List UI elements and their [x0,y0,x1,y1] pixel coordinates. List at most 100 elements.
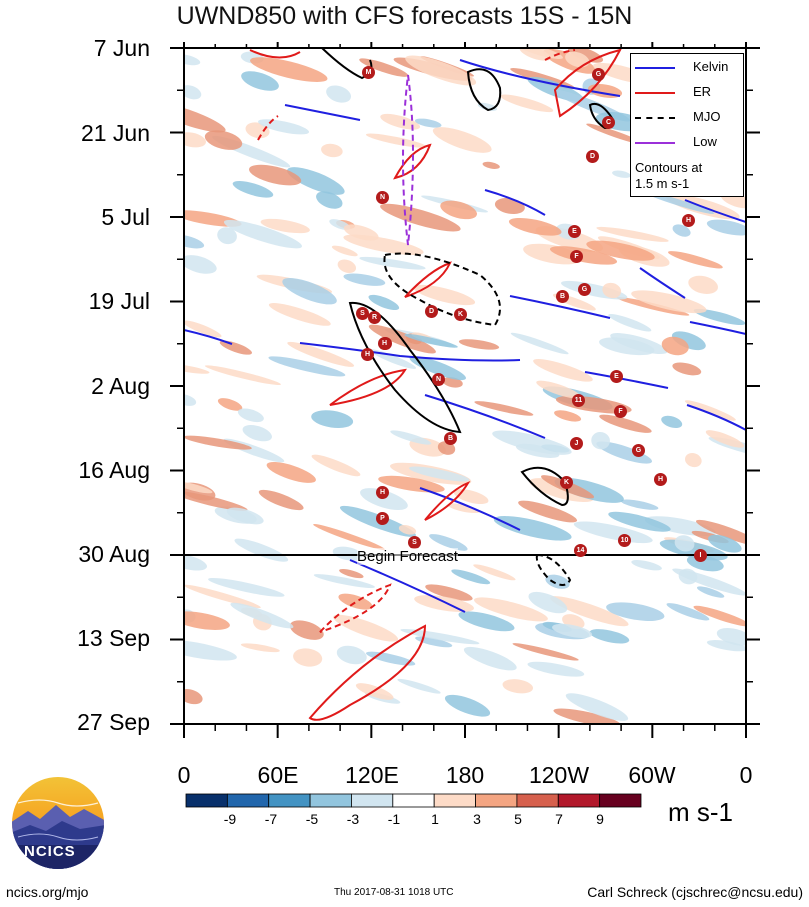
anomaly-patch [514,48,563,59]
contour-line [424,481,471,521]
anomaly-patch [332,546,363,561]
anomaly-patch [343,224,379,241]
anomaly-patch [282,277,337,305]
contour-line [249,49,301,59]
anomaly-patch [545,574,570,589]
storm-marker: H [378,337,391,350]
contour-line [349,559,466,613]
y-tick-label: 27 Sep [77,709,150,735]
y-tick-label: 13 Sep [77,625,150,651]
contour-line [402,74,414,246]
anomaly-patch [380,203,461,232]
anomaly-patch [409,356,466,381]
anomaly-patch [510,332,569,355]
x-tick-label: 120W [528,762,590,788]
anomaly-patch [337,259,357,274]
anomaly-patch [234,538,289,562]
anomaly-patch [705,430,745,448]
anomaly-patch [245,122,270,139]
colorbar-swatch [351,793,394,808]
x-tick-label: 60E [257,762,299,788]
legend-swatch [635,92,675,94]
anomaly-patch [223,438,285,463]
anomaly-patch [596,226,669,242]
storm-marker: D [586,150,599,163]
storm-marker: D [425,305,438,318]
anomaly-patch [429,534,468,551]
colorbar-swatch [392,793,435,808]
anomaly-patch [554,410,582,422]
anomaly-patch [409,466,470,482]
anomaly-patch [293,648,323,667]
colorbar-swatch [433,793,476,808]
anomaly-patch [447,503,480,514]
anomaly-patch [550,596,629,627]
anomaly-patch [716,628,746,646]
storm-marker: H [682,214,695,227]
anomaly-patch [706,219,746,236]
anomaly-patch [696,586,725,598]
anomaly-patch [313,574,375,589]
contour-line [689,321,746,335]
anomaly-patch [268,356,346,377]
y-tick-label: 30 Aug [78,541,150,567]
anomaly-patch [404,334,458,348]
storm-marker: G [578,283,591,296]
anomaly-patch [184,320,222,338]
legend-note: Contours at 1.5 m s-1 [635,160,702,192]
anomaly-patch [518,500,578,523]
anomaly-patch [440,200,477,220]
anomaly-patch [289,620,324,640]
anomaly-patch [365,133,427,148]
footer-url[interactable]: ncics.org/mjo [6,884,89,900]
contour-line [639,267,686,299]
anomaly-patch [268,303,331,326]
anomaly-patch [444,694,491,717]
y-tick-label: 7 Jun [93,35,150,61]
y-tick-label: 5 Jul [101,204,150,230]
contour-line [393,143,432,180]
anomaly-patch [249,164,302,186]
anomaly-patch [708,534,742,553]
anomaly-patch [668,251,723,269]
anomaly-patch [405,55,477,86]
anomaly-patch [591,431,610,450]
storm-marker: B [556,290,569,303]
anomaly-patch [458,339,500,350]
anomaly-patch [678,568,698,585]
anomaly-patch [333,614,399,642]
storm-marker: G [592,68,605,81]
anomaly-patch [217,398,243,411]
anomaly-patch [706,640,746,652]
anomaly-patch [527,661,585,677]
anomaly-patch [184,689,203,705]
anomaly-patch [688,275,718,294]
contour-line [520,466,569,507]
storm-marker: H [654,473,667,486]
anomaly-patch [266,461,316,483]
colorbar-label: 3 [473,811,481,827]
y-tick-label: 21 Jun [80,120,150,146]
anomaly-patch [237,408,264,423]
colorbar-swatch [309,793,352,808]
storm-marker: 10 [618,534,631,547]
colorbar-swatch [268,793,311,808]
anomaly-patch [606,602,665,621]
anomaly-patch [316,191,343,209]
anomaly-patch [184,611,230,630]
anomaly-patch [380,113,421,130]
anomaly-patch [616,297,690,316]
contour-line [284,104,361,121]
x-tick-label: 120E [345,762,399,788]
contour-line [484,189,546,216]
anomaly-patch [240,643,280,653]
anomaly-patch [684,400,736,421]
storm-marker: C [602,116,615,129]
anomaly-patch [414,118,442,128]
storm-marker: H [361,348,374,361]
anomaly-patch [184,490,248,511]
storm-marker: G [632,444,645,457]
legend-note-line: Contours at [635,160,703,175]
contour-line [424,394,546,439]
anomaly-patch [184,639,237,661]
